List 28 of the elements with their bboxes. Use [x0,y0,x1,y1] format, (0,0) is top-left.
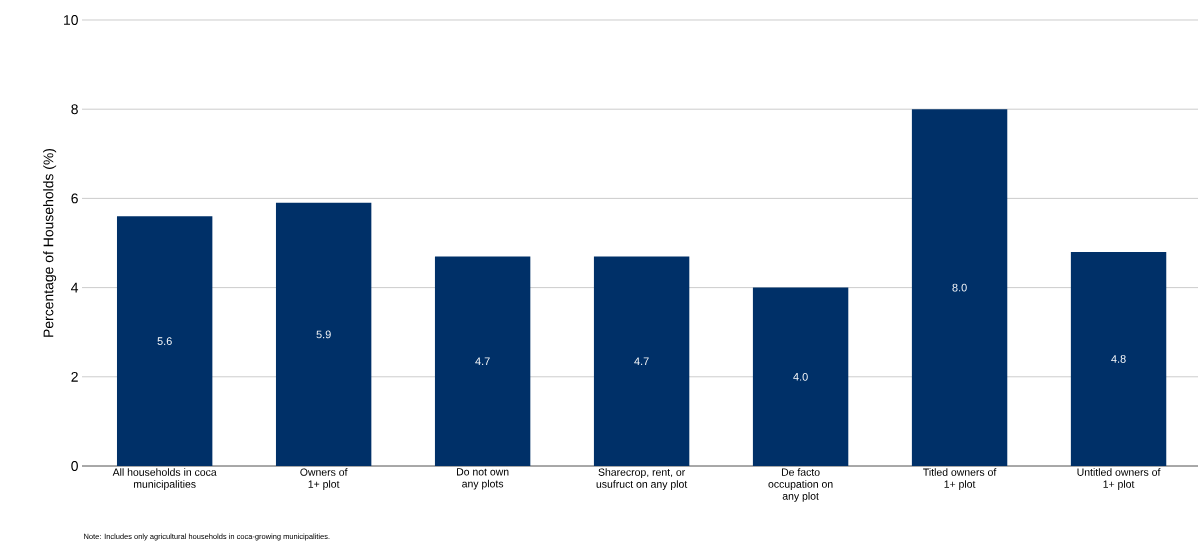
data-label: 5.6 [157,337,172,345]
x-tick-label: Do not own any plots [457,468,509,490]
bar [911,109,1008,466]
x-tick-label: Sharecrop, rent, or usufruct on any plot [596,468,688,490]
data-label: 4.7 [634,357,649,365]
x-tick-label: All households in coca municipalities [112,468,217,490]
bar [593,256,690,466]
bar [752,287,849,466]
bar [1070,251,1167,466]
y-tick-label: 4 [71,282,79,293]
x-tick-label: Owners of 1+ plot [300,468,348,490]
y-tick-label: 2 [71,371,78,382]
data-label: 4.7 [475,357,490,365]
bar [434,256,531,466]
bar [275,202,372,466]
data-label: 5.9 [316,330,331,339]
bar [116,216,213,466]
x-tick-label: Untitled owners of 1+ plot [1077,468,1161,490]
x-tick-label: De facto occupation on any plot [768,468,833,502]
y-axis-title: Percentage of Households (%) [43,148,57,337]
x-tick-label: Titled owners of 1+ plot [923,468,997,490]
y-tick-label: 6 [71,193,78,204]
y-tick-label: 0 [71,461,78,471]
data-label: 4.8 [1111,355,1126,363]
y-tick-label: 8 [71,104,78,115]
data-label: 4.0 [793,372,808,381]
data-label: 8.0 [952,283,967,292]
y-tick-label: 10 [64,15,78,25]
